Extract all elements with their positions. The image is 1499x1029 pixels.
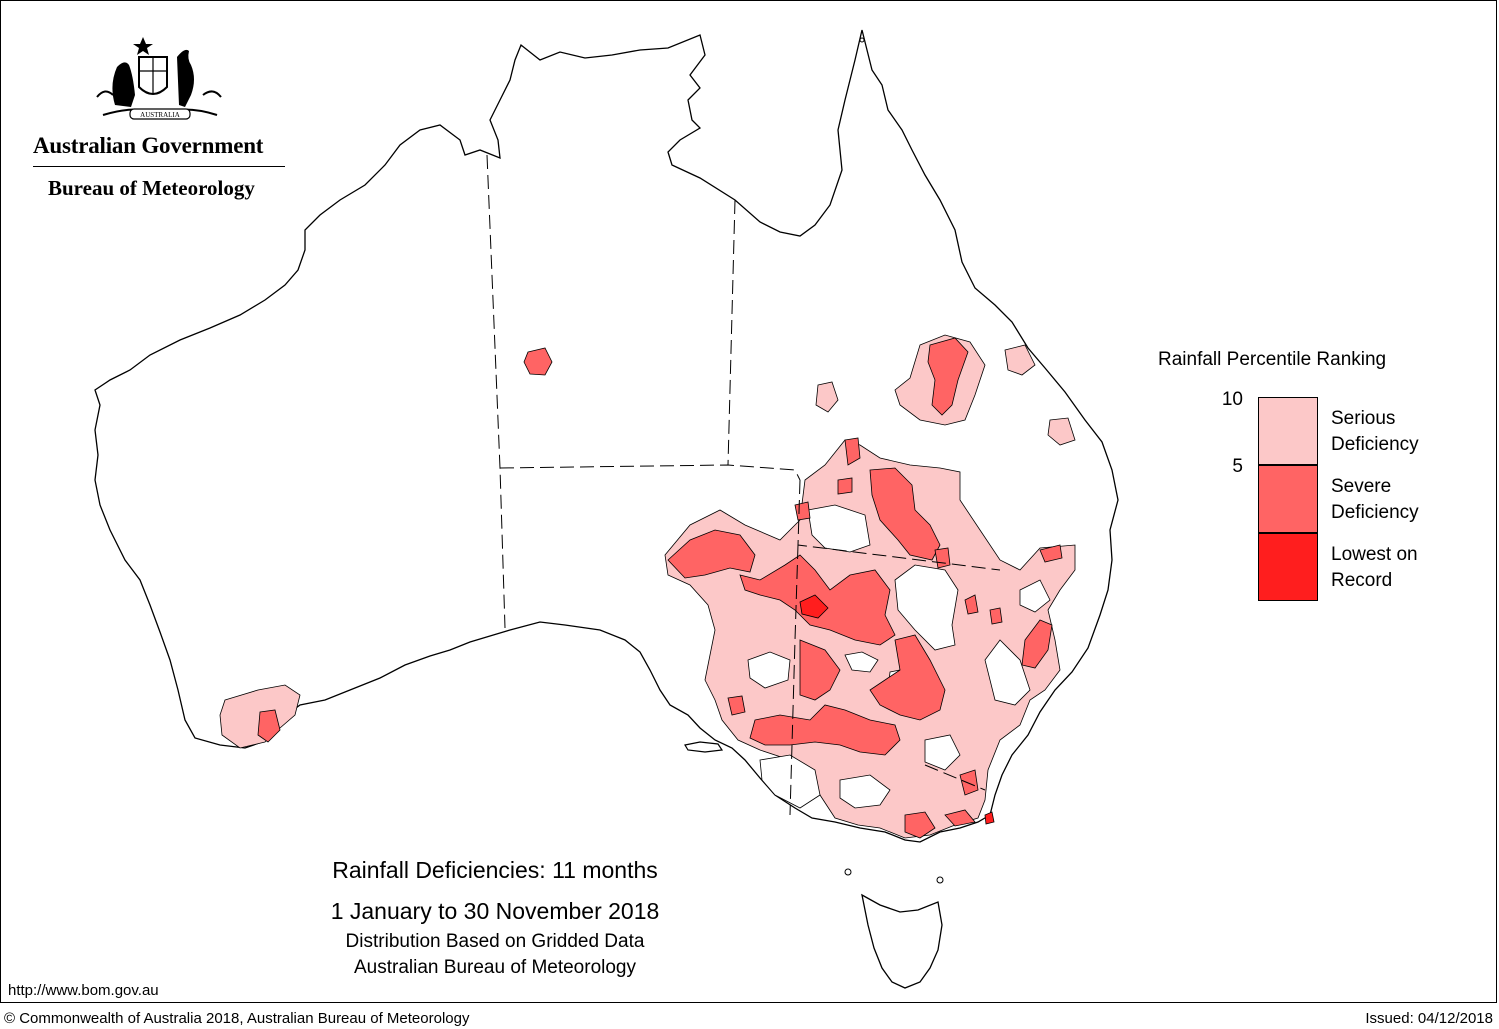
bureau-title: Bureau of Meteorology (48, 176, 255, 200)
legend-swatch-serious (1258, 397, 1318, 465)
map-method: Distribution Based on Gridded Data (345, 931, 645, 952)
map-title: Rainfall Deficiencies: 11 months (332, 857, 658, 883)
legend-title: Rainfall Percentile Ranking (1158, 349, 1387, 370)
legend-swatch-severe (1258, 465, 1318, 533)
severe-deficiency-areas (257, 337, 1063, 839)
map-period: 1 January to 30 November 2018 (330, 898, 660, 924)
legend-swatch-lowest (1258, 533, 1318, 601)
legend-tick-10: 10 (1221, 389, 1243, 410)
issued-date: Issued: 04/12/2018 (1365, 1010, 1493, 1027)
legend-label-severe-2: Deficiency (1331, 502, 1419, 523)
state-borders (486, 154, 1001, 816)
legend-label-lowest-1: Lowest on (1331, 544, 1418, 565)
map-frame (0, 0, 1497, 1003)
map-source: Australian Bureau of Meteorology (354, 957, 636, 978)
copyright-text: © Commonwealth of Australia 2018, Austra… (4, 1010, 470, 1027)
legend-label-lowest: Lowest on Record (1331, 542, 1471, 594)
legend-label-lowest-2: Record (1331, 570, 1393, 591)
legend-label-serious: Serious Deficiency (1331, 406, 1471, 458)
legend-tick-5: 5 (1232, 456, 1243, 477)
legend-label-severe-1: Severe (1331, 476, 1392, 497)
government-title: Australian Government (33, 133, 264, 158)
lowest-on-record-areas (799, 594, 995, 825)
header-divider (33, 166, 285, 167)
kangaroo-island (684, 741, 724, 753)
bom-url-link[interactable]: http://www.bom.gov.au (8, 982, 159, 999)
legend-label-serious-2: Deficiency (1331, 434, 1419, 455)
coat-of-arms-icon: AUSTRALIA (96, 37, 222, 120)
legend-label-severe: Severe Deficiency (1331, 474, 1471, 526)
crest-text: AUSTRALIA (140, 111, 180, 119)
legend-label-serious-1: Serious (1331, 408, 1396, 429)
tasmania-outline (861, 893, 943, 989)
